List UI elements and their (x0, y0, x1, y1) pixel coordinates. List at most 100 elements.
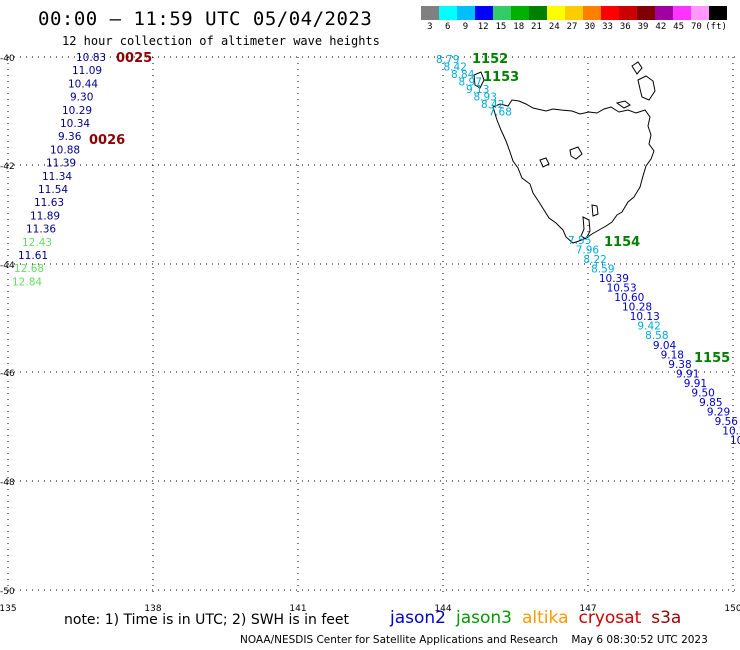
maria-island (591, 204, 599, 217)
furneaux-island-small (631, 61, 643, 75)
west-track-value: 10.34 (60, 118, 90, 130)
latitude-label: -44 (0, 261, 15, 271)
south-track-value: 9.91 (676, 368, 699, 380)
colorbar-tick: 45 (673, 22, 685, 32)
west-track-value: 10.29 (62, 105, 92, 117)
south-track-value: 8.22 (583, 254, 606, 266)
west-track-value: 11.09 (72, 65, 102, 77)
south-track-value: 9.29 (707, 406, 730, 418)
harbour-inlet (569, 146, 583, 160)
south-track-value: 9.42 (637, 321, 660, 333)
colorbar-tick: 6 (444, 22, 451, 32)
south-track-value: 10.28 (622, 302, 652, 314)
tasmania-main-outline (492, 99, 655, 244)
footnote: note: 1) Time is in UTC; 2) SWH is in fe… (64, 612, 350, 628)
credit-timestamp: May 6 08:30:52 UTC 2023 (571, 634, 708, 646)
west-track-value: 10.88 (50, 144, 80, 156)
colorbar-swatch (655, 6, 673, 20)
colorbar-swatch (547, 6, 565, 20)
west-track-value: 10.44 (68, 78, 98, 90)
west-track-value: 11.63 (34, 197, 64, 209)
colorbar-tick: 9 (462, 22, 469, 32)
legend-item-cryosat: cryosat (578, 608, 642, 628)
north-track-value: 8.42 (481, 99, 504, 111)
cape-barren-island (615, 100, 631, 109)
longitude-label: 147 (579, 604, 596, 614)
latitude-label: -42 (0, 162, 15, 172)
south-track-value: 10.13 (630, 311, 660, 323)
colorbar-swatch (439, 6, 457, 20)
west-track-value: 12.43 (22, 237, 52, 249)
west-track-value: 11.34 (42, 171, 72, 183)
south-track-value: 7.55 (568, 235, 591, 247)
page-title: 00:00 – 11:59 UTC 05/04/2023 (38, 8, 373, 30)
latitude-label: -48 (0, 478, 15, 488)
tasmania-coastline (473, 61, 656, 244)
colorbar-swatch (457, 6, 475, 20)
colorbar-tick: 27 (566, 22, 578, 32)
south-track-value: 10.60 (614, 292, 644, 304)
legend-item-altika: altika (522, 608, 569, 628)
colorbar-swatch (673, 6, 691, 20)
west-track-value: 9.30 (70, 92, 93, 104)
longitude-label: 141 (289, 604, 306, 614)
page-subtitle: 12 hour collection of altimeter wave hei… (62, 34, 380, 48)
colorbar-swatch (691, 6, 709, 20)
south-track-value: 9.18 (661, 349, 684, 361)
south-track-value: 10.39 (599, 273, 629, 285)
colorbar-swatch (709, 6, 727, 20)
colorbar-tick: 33 (602, 22, 613, 32)
credit-org: NOAA/NESDIS Center for Satellite Applica… (240, 634, 558, 646)
south-track-value: 9.85 (699, 397, 722, 409)
colorbar-tick: 21 (531, 22, 542, 32)
satellite-legend: jason2 jason3 altika cryosat s3a (390, 608, 691, 628)
track-time-label: 0026 (89, 133, 125, 148)
north-track-value: 8.93 (474, 92, 497, 104)
colorbar-swatch (565, 6, 583, 20)
longitude-label: 150 (724, 604, 740, 614)
west-track-value: 11.36 (26, 224, 56, 236)
south-track-value: 9.04 (653, 340, 677, 352)
track-time-label: 1155 (694, 351, 730, 366)
south-track-value: 10.2 (722, 425, 740, 437)
south-track-value: 7.96 (576, 245, 600, 257)
colorbar-swatch (529, 6, 547, 20)
south-track-value: 8.58 (645, 330, 668, 342)
track-time-label: 1152 (472, 52, 508, 67)
north-track-value: 8.84 (451, 69, 475, 81)
colorbar-legend (421, 6, 727, 20)
lake-outline (539, 157, 550, 168)
latitude-label: -46 (0, 369, 15, 379)
west-track-value: 12.84 (12, 276, 42, 288)
north-track-value: 8.42 (444, 62, 467, 74)
south-track-value: 10.3 (730, 435, 740, 447)
west-track-value: 12.68 (14, 263, 44, 275)
colorbar-swatch (511, 6, 529, 20)
colorbar-tick: 30 (584, 22, 596, 32)
legend-item-jason3: jason3 (456, 608, 512, 628)
north-track-value: 8.79 (436, 54, 459, 66)
track-time-label: 1153 (483, 70, 519, 85)
colorbar-swatch (493, 6, 511, 20)
north-track-value: 8.97 (459, 77, 482, 89)
west-track-value: 9.36 (58, 131, 82, 143)
colorbar-swatch (601, 6, 619, 20)
south-track-value: 9.50 (691, 387, 714, 399)
south-track-value: 9.91 (684, 378, 707, 390)
latitude-label: -50 (0, 587, 15, 597)
west-track-value: 11.89 (30, 210, 60, 222)
track-time-label: 0025 (116, 51, 152, 66)
colorbar-swatch (583, 6, 601, 20)
bruny-island (580, 216, 591, 240)
colorbar-tick: 42 (655, 22, 667, 32)
south-track-value: 9.38 (668, 359, 691, 371)
colorbar-tick: 18 (513, 22, 525, 32)
longitude-label: 135 (0, 604, 17, 614)
west-track-value: 11.39 (46, 158, 76, 170)
longitude-label: 144 (434, 604, 451, 614)
latitude-label: -40 (0, 54, 15, 64)
colorbar-tick: 12 (477, 22, 489, 32)
map-grid: -40 -42 -44 -46 -48 -50 135 138 141 144 147 150 (0, 54, 740, 614)
